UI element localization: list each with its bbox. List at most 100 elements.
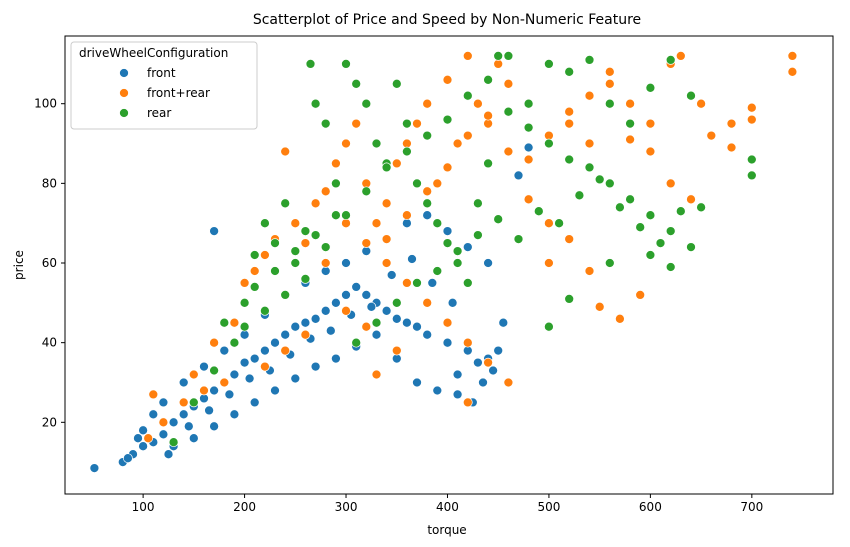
x-tick-label-5: 600 — [639, 500, 662, 514]
point-rear-76 — [412, 278, 422, 288]
point-front-rear-70 — [341, 305, 351, 316]
point-front-rear-57 — [483, 357, 493, 368]
point-rear-35 — [584, 55, 595, 65]
point-front-79 — [244, 373, 255, 384]
point-rear-48 — [645, 250, 656, 260]
point-front-19 — [300, 317, 311, 328]
y-tick-label-1: 40 — [42, 336, 57, 350]
point-front-rear-3 — [209, 337, 219, 348]
point-rear-63 — [503, 106, 514, 117]
point-front-5 — [158, 429, 169, 440]
point-front-40 — [239, 329, 250, 340]
point-rear-68 — [604, 178, 615, 189]
point-rear-33 — [544, 59, 554, 69]
point-rear-24 — [432, 218, 443, 229]
point-rear-28 — [473, 198, 483, 209]
point-rear-16 — [351, 78, 362, 89]
legend-box — [70, 41, 258, 130]
point-front-51 — [462, 242, 473, 252]
series-rear — [168, 51, 757, 448]
point-front-rear-69 — [320, 258, 331, 268]
point-rear-45 — [544, 321, 554, 332]
point-front-rear-64 — [260, 361, 270, 372]
point-front-57 — [249, 397, 260, 408]
point-rear-91 — [270, 266, 280, 276]
point-front-95 — [452, 389, 463, 400]
point-front-rear-47 — [594, 301, 605, 312]
point-rear-88 — [655, 238, 666, 248]
point-front-66 — [432, 385, 443, 396]
x-tick-label-6: 700 — [740, 500, 763, 514]
point-rear-49 — [219, 317, 230, 328]
point-front-67 — [452, 369, 463, 380]
point-rear-73 — [351, 337, 362, 348]
point-rear-11 — [305, 59, 316, 69]
point-front-rear-81 — [564, 106, 575, 117]
point-front-rear-37 — [625, 98, 635, 109]
point-rear-67 — [584, 162, 595, 173]
point-front-52 — [483, 258, 493, 268]
x-axis-label: torque — [427, 523, 466, 537]
point-front-32 — [442, 337, 453, 348]
point-rear-21 — [402, 118, 412, 129]
point-rear-78 — [452, 246, 463, 256]
point-rear-61 — [462, 90, 473, 101]
point-front-rear-23 — [422, 98, 433, 109]
point-rear-85 — [594, 174, 605, 185]
point-front-rear-2 — [188, 369, 199, 380]
legend-title: driveWheelConfiguration — [79, 46, 228, 60]
x-tick-label-0: 100 — [132, 500, 155, 514]
point-rear-44 — [665, 262, 676, 272]
point-front-rear-78 — [503, 146, 514, 157]
point-rear-66 — [564, 154, 575, 165]
point-rear-34 — [564, 66, 575, 77]
point-front-rear-92 — [544, 218, 554, 229]
point-rear-71 — [665, 226, 676, 236]
point-front-rear-4 — [229, 317, 240, 328]
point-rear-69 — [625, 194, 635, 205]
point-front-rear-53 — [402, 278, 412, 288]
point-rear-81 — [513, 234, 524, 244]
point-front-rear-83 — [604, 66, 615, 77]
point-front-85 — [366, 301, 377, 312]
point-front-64 — [391, 353, 402, 364]
y-axis-label: price — [12, 250, 26, 280]
point-rear-86 — [615, 202, 625, 213]
point-rear-22 — [412, 178, 422, 189]
point-front-88 — [427, 278, 438, 288]
point-front-91 — [478, 377, 488, 388]
point-front-29 — [402, 317, 412, 328]
point-front-77 — [204, 405, 214, 416]
point-rear-2 — [209, 365, 219, 376]
point-front-3 — [138, 441, 148, 452]
point-front-7 — [178, 409, 189, 420]
legend-label-1: front+rear — [147, 86, 210, 100]
x-axis: 100 200 300 400 500 600 700 — [132, 494, 763, 514]
point-front-75 — [163, 449, 174, 460]
point-front-38 — [199, 361, 209, 372]
point-front-rear-24 — [432, 178, 443, 189]
point-rear-93 — [310, 230, 321, 240]
point-rear-12 — [310, 98, 321, 109]
point-front-rear-79 — [523, 154, 534, 165]
point-rear-65 — [544, 138, 554, 149]
point-rear-50 — [239, 321, 250, 332]
point-front-rear-14 — [331, 158, 341, 169]
point-front-24 — [351, 282, 362, 292]
point-front-20 — [310, 313, 321, 324]
point-rear-75 — [391, 297, 402, 308]
point-rear-56 — [361, 186, 372, 197]
point-front-rear-48 — [615, 313, 625, 324]
point-rear-29 — [483, 158, 493, 169]
point-front-rear-13 — [320, 186, 331, 197]
y-tick-label-0: 20 — [42, 415, 57, 429]
point-front-39 — [219, 345, 230, 356]
point-front-rear-59 — [462, 397, 473, 408]
point-front-71 — [209, 226, 219, 236]
point-rear-0 — [168, 437, 179, 448]
point-front-76 — [183, 421, 194, 432]
point-rear-77 — [432, 266, 443, 276]
point-rear-74 — [371, 317, 382, 328]
point-front-45 — [341, 258, 351, 268]
point-rear-7 — [270, 238, 280, 248]
